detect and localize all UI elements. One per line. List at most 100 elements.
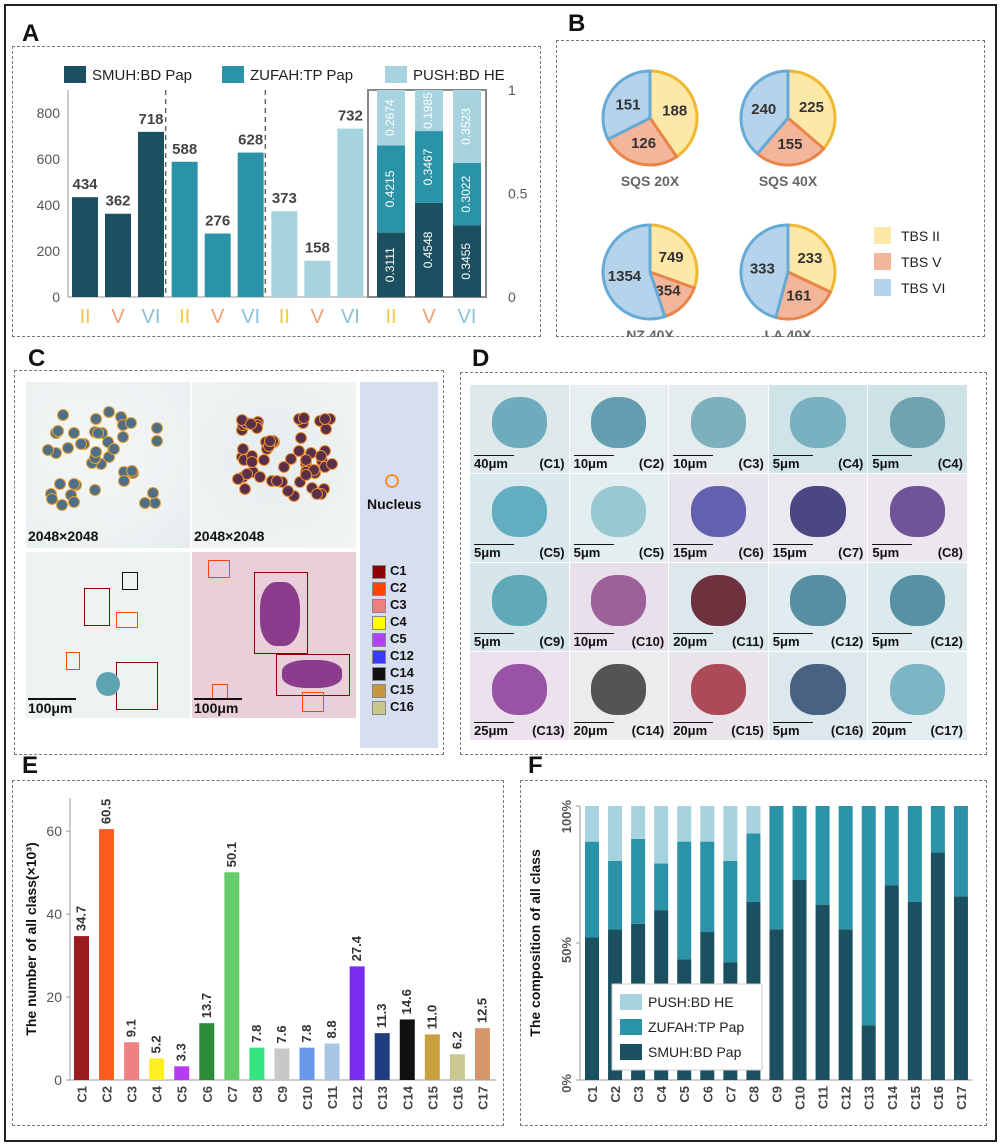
cell-image — [790, 397, 846, 449]
class-label: (C4) — [937, 456, 963, 471]
bar-value-label: 718 — [138, 111, 163, 128]
legend-label: C16 — [390, 699, 414, 714]
legend-swatch — [372, 701, 386, 715]
nucleus-marker — [277, 461, 290, 474]
bar — [349, 966, 365, 1080]
scale-bar — [872, 721, 913, 723]
legend-label: ZUFAH:TP Pap — [648, 1019, 744, 1035]
bar — [449, 1054, 465, 1080]
legend-label: PUSH:BD HE — [648, 994, 734, 1010]
stack-segment — [723, 806, 738, 861]
stack-segment — [700, 841, 715, 933]
panel-label-c: C — [28, 345, 46, 372]
scale-bar — [872, 543, 913, 545]
bar-value-label: 13.7 — [199, 993, 214, 1018]
stack-value-label: 0.3467 — [421, 148, 435, 185]
stack-value-label: 0.2674 — [383, 99, 397, 136]
pie-title: SQS 40X — [759, 173, 818, 189]
stack-segment — [838, 929, 853, 1080]
image-caption: 100μm — [194, 700, 239, 716]
bar — [324, 1043, 340, 1080]
bar-value-label: 8.8 — [324, 1020, 339, 1038]
scale-label: 20μm — [673, 723, 708, 738]
stack-value-label: 0.3455 — [459, 243, 473, 280]
annotation-box — [122, 572, 138, 590]
scale-bar — [772, 632, 813, 634]
nucleus-marker — [232, 472, 245, 485]
x-tick-label: C6 — [200, 1086, 215, 1103]
stack-segment — [585, 937, 599, 1080]
nucleus-marker — [45, 492, 58, 505]
stack-segment — [907, 901, 922, 1080]
nucleus-marker — [254, 470, 267, 483]
cell-cluster — [96, 672, 120, 696]
stack-segment — [884, 806, 899, 886]
class-label: (C17) — [930, 723, 963, 738]
micrograph-tile: 15μm (C6) — [669, 474, 768, 562]
nucleus-marker — [118, 474, 131, 487]
x-tick-label: II — [279, 306, 290, 328]
bar — [374, 1033, 390, 1080]
x-tick-label: C4 — [654, 1085, 669, 1102]
stack-segment — [930, 806, 945, 853]
y-tick-label: 200 — [37, 243, 61, 259]
bar — [474, 1028, 490, 1080]
class-label: (C9) — [539, 634, 565, 649]
x-tick-label: VI — [458, 306, 477, 328]
class-label: (C12) — [930, 634, 963, 649]
scale-bar — [573, 632, 614, 634]
x-tick-label: C9 — [769, 1086, 784, 1103]
micrograph-tile: 10μm (C2) — [569, 385, 669, 473]
x-tick-label: C14 — [400, 1085, 415, 1110]
pie-slice — [739, 223, 790, 320]
micrograph-tile: 5μm (C4) — [868, 385, 967, 473]
stack-segment — [700, 806, 715, 842]
y-tick-label: 400 — [37, 197, 61, 213]
panel-label-a: A — [22, 20, 40, 47]
scale-bar — [573, 454, 614, 456]
cell-image — [690, 575, 747, 627]
cell-image — [491, 575, 547, 627]
legend-swatch — [874, 253, 891, 270]
scale-bar — [474, 632, 514, 634]
cell-image — [690, 664, 747, 716]
pie-value-label: 155 — [777, 136, 802, 153]
panel-f-chart: 0% 50% 100% The composition of all class C1 C… — [527, 800, 972, 1110]
pie-value-label: 161 — [786, 287, 811, 304]
scale-label: 20μm — [872, 723, 907, 738]
micrograph-tile: 5μm (C9) — [470, 563, 569, 651]
cell-image — [690, 486, 747, 538]
x-tick-label: C9 — [275, 1086, 290, 1103]
class-label: (C15) — [731, 723, 764, 738]
class-label: (C11) — [731, 634, 764, 649]
stack-segment — [585, 841, 599, 938]
cell-image — [491, 397, 547, 449]
bar-value-label: 12.5 — [474, 998, 489, 1023]
nucleus-marker — [147, 486, 160, 499]
x-tick-label: C17 — [475, 1086, 490, 1110]
bar-value-label: 60.5 — [99, 799, 114, 824]
stack-segment — [815, 806, 830, 905]
x-tick-label: C10 — [300, 1086, 315, 1110]
x-tick-label: V — [422, 306, 436, 328]
bar-value-label: 7.8 — [299, 1025, 314, 1043]
pie-value-label: 749 — [659, 249, 684, 266]
bar-value-label: 7.6 — [274, 1025, 289, 1043]
legend-swatch — [222, 66, 244, 83]
x-tick-label: C4 — [150, 1085, 165, 1102]
stack-segment — [953, 806, 968, 897]
legend-label: C15 — [390, 682, 414, 697]
panel-c-content: 2048×2048 2048×2048 100μm 100μm Nucleus C1 C2 C… — [14, 370, 444, 755]
x-tick-label: C14 — [885, 1085, 900, 1110]
annotation-box — [254, 572, 308, 654]
pie-title: SQS 20X — [621, 173, 680, 189]
cell-image — [790, 575, 846, 627]
x-tick-label: C15 — [425, 1086, 440, 1110]
nucleus-marker — [90, 446, 103, 459]
bar-value-label: 11.3 — [374, 1004, 389, 1029]
scale-bar — [573, 721, 614, 723]
cell-image — [690, 397, 747, 449]
pie-title: NZ 40X — [626, 327, 674, 337]
y2-tick-label: 1 — [508, 82, 516, 98]
scale-label: 10μm — [573, 634, 608, 649]
